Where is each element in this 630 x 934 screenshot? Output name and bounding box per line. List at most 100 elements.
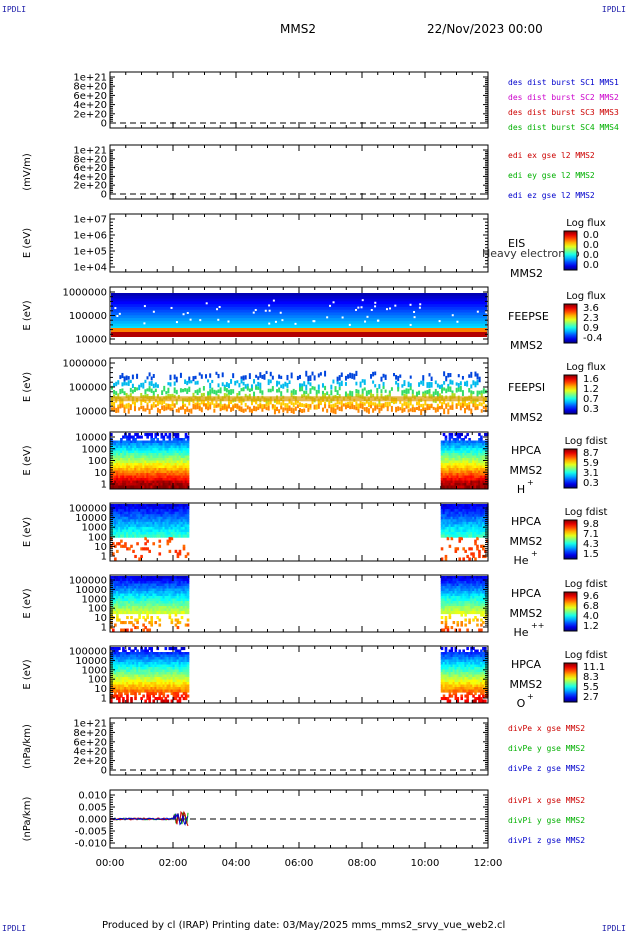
spectrogram-pixel xyxy=(156,601,160,605)
spectrogram-pixel xyxy=(146,470,149,474)
spectrogram-pixel xyxy=(144,667,147,671)
spectrogram-pixel xyxy=(456,455,460,459)
spectrogram-pixel xyxy=(170,463,174,467)
spectrogram-pixel xyxy=(440,581,444,585)
spectrogram-pixel xyxy=(176,460,180,464)
spectrogram-pixel xyxy=(470,453,473,457)
spectrogram-pixel xyxy=(170,465,174,469)
spectrogram-pixel xyxy=(442,606,446,610)
spectrogram-speck xyxy=(218,306,221,309)
spectrogram-pixel xyxy=(134,445,137,449)
spectrogram-pixel xyxy=(114,677,117,681)
spectrogram-pixel xyxy=(186,598,190,602)
spectrogram-pixel xyxy=(395,374,398,380)
spectrogram-pixel xyxy=(138,511,141,515)
y-tick-label: 6e+20 xyxy=(73,91,107,102)
spectrogram-pixel xyxy=(442,475,446,479)
spectrogram-pixel xyxy=(120,445,123,449)
spectrogram-pixel xyxy=(136,509,139,513)
spectrogram-pixel xyxy=(452,468,456,472)
spectrogram-pixel xyxy=(476,473,479,477)
spectrogram-pixel xyxy=(172,463,176,467)
spectrogram-pixel xyxy=(158,596,162,600)
spectrogram-pixel xyxy=(464,532,467,536)
spectrogram-pixel xyxy=(454,628,458,632)
spectrogram-pixel xyxy=(464,453,467,457)
spectrogram-pixel xyxy=(164,606,168,610)
spectrogram-pixel xyxy=(474,542,477,546)
spectrogram-pixel xyxy=(452,438,456,442)
spectrogram-pixel xyxy=(119,404,122,409)
spectrogram-pixel xyxy=(440,455,444,459)
spectrogram-pixel xyxy=(128,578,131,582)
spectrogram-pixel xyxy=(444,480,448,484)
spectrogram-pixel xyxy=(179,388,182,393)
spectrogram-pixel xyxy=(138,581,141,585)
spectrogram-pixel xyxy=(114,623,117,627)
spectrogram-pixel xyxy=(446,588,450,592)
spectrogram-pixel xyxy=(140,532,143,536)
spectrogram-pixel xyxy=(166,674,170,678)
spectrogram-pixel xyxy=(154,483,158,487)
spectrogram-pixel xyxy=(432,406,435,410)
spectrogram-pixel xyxy=(213,389,216,395)
spectrogram-pixel xyxy=(156,473,160,477)
spectrogram-pixel xyxy=(472,478,475,482)
spectrogram-pixel xyxy=(472,468,475,472)
spectrogram-pixel xyxy=(148,453,151,457)
spectrogram-pixel xyxy=(122,583,125,587)
spectrogram-pixel xyxy=(178,682,182,686)
spectrogram-pixel xyxy=(384,374,387,380)
spectrogram-pixel xyxy=(280,402,283,408)
spectrogram-pixel xyxy=(458,485,462,489)
spectrogram-pixel xyxy=(156,684,160,688)
spectrogram-pixel xyxy=(170,601,174,605)
spectrogram-pixel xyxy=(178,659,182,663)
spectrogram-pixel xyxy=(146,433,149,437)
spectrogram-pixel xyxy=(136,684,139,688)
spectrogram-pixel xyxy=(170,679,174,683)
spectrogram-pixel xyxy=(480,623,483,627)
spectrogram-pixel xyxy=(124,664,127,668)
spectrogram-pixel xyxy=(114,606,117,610)
spectrogram-pixel xyxy=(444,465,448,469)
spectrogram-pixel xyxy=(146,672,149,676)
spectrogram-pixel xyxy=(116,470,119,474)
spectrogram-pixel xyxy=(160,659,164,663)
spectrogram-pixel xyxy=(140,611,143,615)
spectrogram-pixel xyxy=(261,408,264,412)
spectrogram-pixel xyxy=(136,621,139,625)
spectrogram-pixel xyxy=(458,557,462,561)
spectrogram-pixel xyxy=(442,534,446,538)
spectrogram-pixel xyxy=(124,603,127,607)
spectrogram-pixel xyxy=(170,672,174,676)
spectrogram-pixel xyxy=(456,588,460,592)
spectrogram-pixel xyxy=(443,399,446,405)
spectrogram-pixel xyxy=(468,388,471,393)
spectrogram-pixel xyxy=(442,586,446,590)
spectrogram-pixel xyxy=(472,506,475,510)
spectrogram-pixel xyxy=(452,440,456,444)
spectrogram-pixel xyxy=(128,516,131,520)
spectrogram-pixel xyxy=(444,475,448,479)
spectrogram-pixel xyxy=(166,699,170,703)
spectrogram-pixel xyxy=(470,514,473,518)
spectrogram-pixel xyxy=(172,455,176,459)
spectrogram-pixel xyxy=(163,385,166,392)
spectrogram-pixel xyxy=(164,480,168,484)
spectrogram-pixel xyxy=(486,603,489,607)
spectrogram-pixel xyxy=(146,596,149,600)
spectrogram-pixel xyxy=(116,586,119,590)
spectrogram-pixel xyxy=(448,608,452,612)
spectrogram-pixel xyxy=(130,667,133,671)
spectrogram-pixel xyxy=(472,524,475,528)
spectrogram-pixel xyxy=(120,588,123,592)
spectrogram-pixel xyxy=(168,524,172,528)
spectrogram-pixel xyxy=(156,450,160,454)
spectrogram-pixel xyxy=(158,480,162,484)
spectrogram-pixel xyxy=(170,485,174,489)
spectrogram-pixel xyxy=(168,445,172,449)
spectrogram-pixel xyxy=(114,657,117,661)
spectrogram-pixel xyxy=(426,404,429,411)
